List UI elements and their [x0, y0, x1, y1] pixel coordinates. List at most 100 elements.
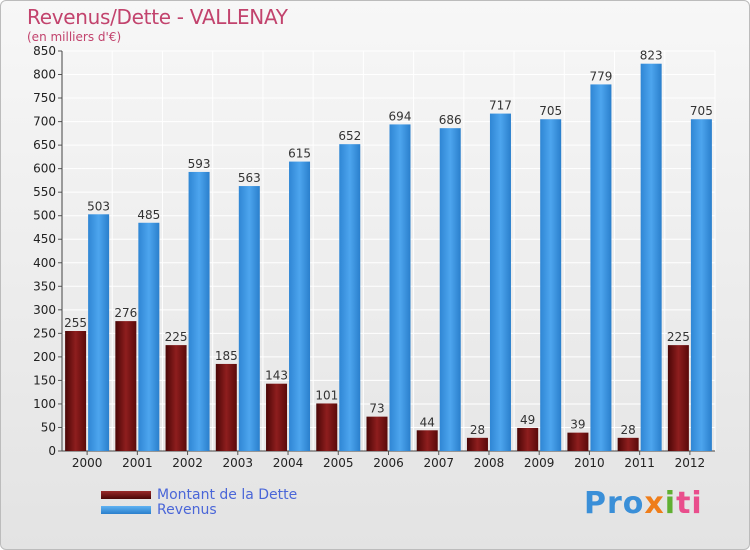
bar-dette	[115, 321, 137, 451]
data-label-revenus: 652	[338, 129, 361, 143]
data-label-dette: 255	[64, 316, 87, 330]
x-tick-label: 2003	[223, 456, 254, 470]
bar-dette	[316, 403, 338, 451]
data-label-revenus: 503	[87, 199, 110, 213]
data-label-revenus: 823	[640, 49, 663, 63]
bar-revenus	[138, 222, 160, 451]
data-label-dette: 49	[520, 413, 535, 427]
bar-dette	[65, 331, 87, 451]
bar-dette	[165, 345, 187, 451]
logo-part-2: x	[644, 486, 665, 521]
data-labels: 255 503 276 485 225 593 185 563 143 615 101 652 73 69…	[64, 49, 713, 437]
data-label-revenus: 485	[137, 208, 160, 222]
data-label-revenus: 593	[188, 157, 211, 171]
y-tick-label: 700	[33, 115, 56, 129]
legend-swatch-dette	[101, 490, 151, 499]
x-tick-label: 2004	[273, 456, 304, 470]
legend-label-dette: Montant de la Dette	[157, 486, 298, 503]
bar-revenus	[439, 128, 461, 452]
bar-revenus	[339, 144, 361, 452]
y-tick-label: 450	[33, 232, 56, 246]
x-tick-label: 2001	[122, 456, 153, 470]
bar-dette	[517, 427, 539, 451]
data-label-revenus: 717	[489, 99, 512, 113]
data-label-dette: 44	[420, 415, 435, 429]
bar-dette	[266, 383, 288, 451]
data-label-dette: 101	[315, 388, 338, 402]
bars	[65, 63, 712, 452]
legend-item-dette: Montant de la Dette	[101, 486, 298, 503]
y-tick-label: 50	[41, 420, 56, 434]
data-label-revenus: 686	[439, 113, 462, 127]
axes: 0 50 100 150 200 250 300 350 400 450 500 550 600 650 7…	[33, 44, 715, 470]
y-tick-label: 250	[33, 326, 56, 340]
y-tick-label: 600	[33, 162, 56, 176]
bar-revenus	[88, 214, 110, 451]
x-tick-label: 2008	[474, 456, 505, 470]
y-tick-label: 0	[48, 444, 56, 458]
data-label-revenus: 779	[589, 69, 612, 83]
bar-dette	[215, 363, 237, 451]
bar-dette	[416, 430, 438, 451]
data-label-dette: 185	[215, 349, 238, 363]
bar-dette	[667, 345, 689, 451]
data-label-dette: 143	[265, 369, 288, 383]
chart-title: Revenus/Dette - VALLENAY	[27, 5, 288, 29]
legend-item-revenus: Revenus	[101, 501, 297, 518]
x-tick-label: 2007	[423, 456, 454, 470]
y-tick-label: 300	[33, 303, 56, 317]
y-tick-label: 800	[33, 68, 56, 82]
bar-dette	[617, 437, 639, 451]
y-tick-label: 200	[33, 350, 56, 364]
bar-revenus	[590, 84, 612, 451]
logo-part-4: ti	[676, 486, 703, 521]
data-label-dette: 225	[165, 330, 188, 344]
proxiti-logo: Proxiti	[584, 486, 703, 521]
data-label-revenus: 705	[539, 104, 562, 118]
chart-subtitle: (en milliers d'€)	[27, 30, 122, 44]
x-tick-label: 2009	[524, 456, 555, 470]
x-tick-label: 2000	[72, 456, 103, 470]
x-tick-label: 2010	[574, 456, 605, 470]
x-tick-label: 2011	[624, 456, 655, 470]
y-tick-label: 650	[33, 138, 56, 152]
bar-revenus	[238, 186, 260, 451]
x-tick-label: 2002	[172, 456, 203, 470]
x-tick-label: 2006	[373, 456, 404, 470]
bar-dette	[366, 416, 388, 451]
data-label-revenus: 563	[238, 171, 261, 185]
x-tick-label: 2005	[323, 456, 354, 470]
y-tick-label: 750	[33, 91, 56, 105]
data-label-revenus: 694	[389, 109, 412, 123]
bar-dette	[466, 437, 488, 451]
logo-part-1: Pro	[584, 486, 645, 521]
bar-dette	[567, 432, 589, 451]
bar-revenus	[188, 171, 210, 452]
data-label-dette: 28	[470, 423, 485, 437]
legend-swatch-revenus	[101, 505, 151, 514]
y-tick-label: 150	[33, 373, 56, 387]
y-tick-label: 850	[33, 44, 56, 58]
data-label-dette: 276	[114, 306, 137, 320]
y-tick-label: 400	[33, 256, 56, 270]
y-tick-label: 350	[33, 279, 56, 293]
data-label-dette: 73	[369, 402, 384, 416]
y-tick-label: 100	[33, 397, 56, 411]
data-label-dette: 28	[621, 423, 636, 437]
legend: Montant de la Dette Revenus	[101, 486, 298, 518]
y-tick-label: 550	[33, 185, 56, 199]
x-tick-label: 2012	[675, 456, 706, 470]
bar-revenus	[289, 161, 311, 451]
bar-revenus	[389, 124, 411, 451]
bar-revenus	[540, 119, 562, 451]
legend-label-revenus: Revenus	[157, 501, 217, 518]
bar-revenus	[640, 63, 662, 452]
bar-revenus	[489, 113, 511, 452]
data-label-dette: 39	[570, 418, 585, 432]
logo-part-3: i	[664, 486, 677, 521]
data-label-dette: 225	[667, 330, 690, 344]
bar-revenus	[690, 119, 712, 451]
data-label-revenus: 615	[288, 147, 311, 161]
